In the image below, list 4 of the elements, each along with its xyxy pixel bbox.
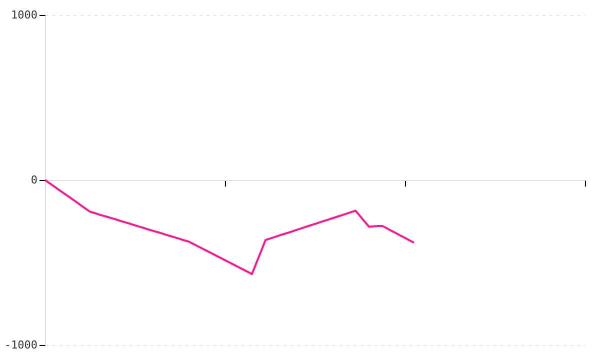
line-series [45,179,415,276]
y-tick-label: 0 [30,174,38,186]
y-tick-label: 1000 [11,8,38,22]
y-tick-label: -1000 [4,338,38,352]
